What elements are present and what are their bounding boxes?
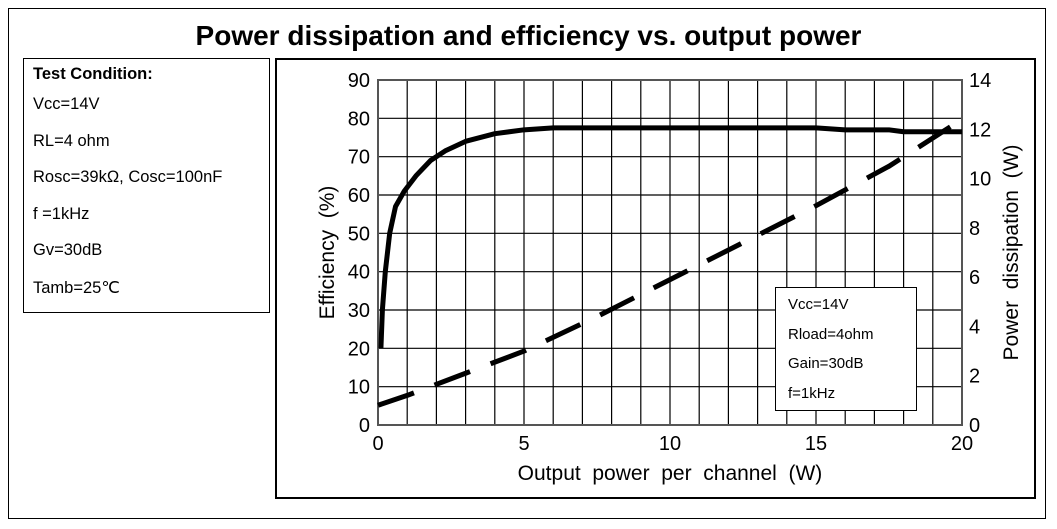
y2-tick-label: 8: [969, 218, 980, 240]
y2-tick-label: 14: [969, 70, 991, 92]
legend-line: Vcc=14V: [788, 296, 849, 313]
chart-title: Power dissipation and efficiency vs. out…: [195, 20, 862, 51]
x-tick-label: 5: [518, 433, 529, 455]
figure-border: [8, 8, 1046, 519]
y-tick-label: 80: [348, 108, 370, 130]
y-tick-label: 40: [348, 262, 370, 284]
y2-tick-label: 4: [969, 316, 980, 338]
y-tick-label: 20: [348, 338, 370, 360]
y2-axis-label: Power dissipation (W): [1000, 145, 1023, 361]
y-tick-label: 0: [359, 415, 370, 437]
y-axis-label: Efficiency (%): [316, 186, 339, 320]
y-tick-label: 70: [348, 147, 370, 169]
condition-line: Vcc=14V: [33, 95, 100, 113]
condition-line: f =1kHz: [33, 204, 90, 223]
y-tick-label: 30: [348, 300, 370, 322]
legend-line: Rload=4ohm: [788, 325, 874, 343]
x-tick-label: 20: [951, 433, 973, 455]
efficiency-line: [378, 125, 962, 349]
legend-box: Vcc=14V Rload=4ohm Gain=30dB f=1kHz: [775, 287, 917, 411]
y2-tick-label: 12: [969, 119, 991, 141]
y-tick-label: 10: [348, 377, 370, 399]
plot-border: [377, 79, 963, 426]
test-condition-heading: Test Condition:: [33, 65, 153, 83]
x-tick-label: 0: [372, 433, 383, 455]
condition-line: Rosc=39kΩ, Cosc=100nF: [33, 168, 223, 186]
y-tick-label: 50: [348, 223, 370, 245]
test-condition-box: Test Condition: Vcc=14V RL=4 ohm Rosc=39…: [23, 58, 270, 313]
y2-tick-label: 6: [969, 267, 980, 289]
condition-line: Gv=30dB: [33, 241, 103, 259]
condition-line: RL=4 ohm: [33, 131, 110, 150]
y2-tick-label: 10: [969, 169, 991, 191]
condition-line: Tamb=25℃: [33, 278, 120, 297]
y-tick-label: 60: [348, 185, 370, 207]
x-axis-label: Output power per channel (W): [518, 462, 823, 485]
x-tick-label: 10: [659, 433, 681, 455]
power-dissipation-line: [377, 124, 952, 408]
chart-frame: [275, 58, 1036, 499]
y2-tick-label: 2: [969, 366, 980, 388]
legend-line: Gain=30dB: [788, 355, 864, 372]
y-tick-label: 90: [348, 70, 370, 92]
x-tick-label: 15: [805, 433, 827, 455]
legend-line: f=1kHz: [788, 384, 836, 402]
y2-tick-label: 0: [969, 415, 980, 437]
